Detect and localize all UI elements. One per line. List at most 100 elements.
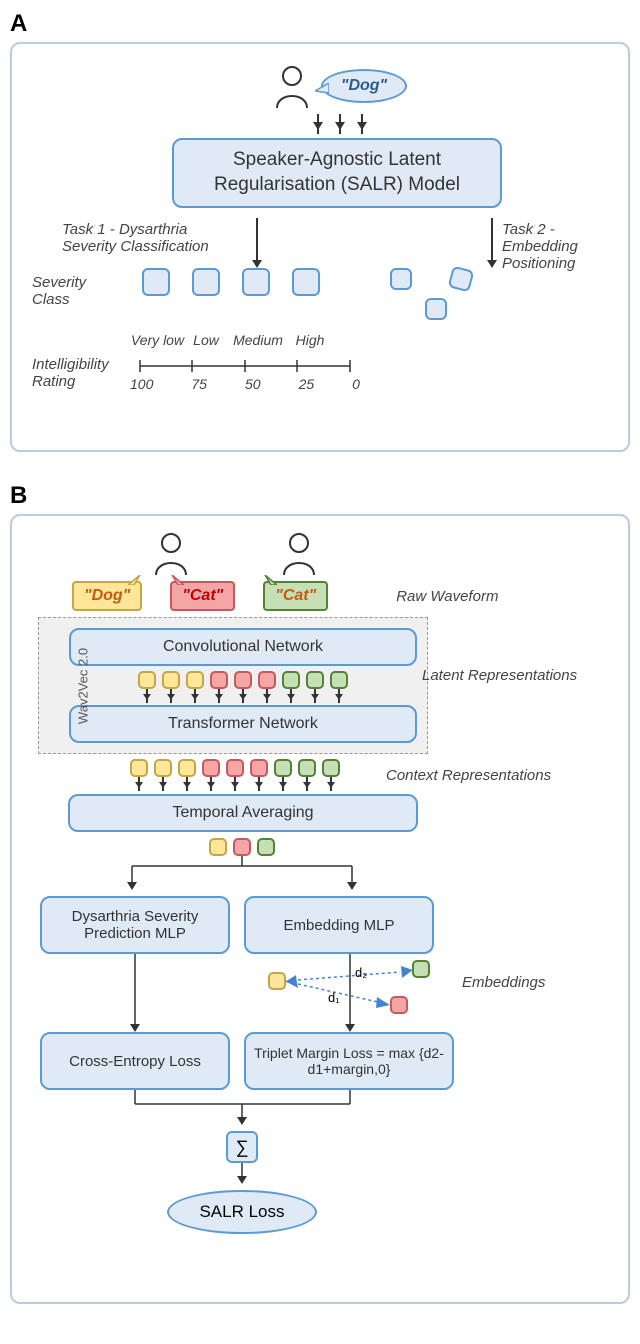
arrow-icon (138, 777, 140, 791)
panel-b: "Dog" "Cat" "Cat" Raw Waveform Wav2Vec 2… (10, 514, 630, 1304)
arrow-icon (361, 114, 363, 134)
arrow-icon (258, 777, 260, 791)
temporal-avg-label: Temporal Averaging (172, 804, 313, 822)
arrow-icon (186, 777, 188, 791)
arrow-icon (282, 777, 284, 791)
speech-yellow: "Dog" (72, 581, 142, 611)
transformer-box: Transformer Network (69, 705, 417, 743)
severity-box (242, 268, 270, 296)
arrow-icon (306, 777, 308, 791)
tick: 0 (352, 376, 360, 392)
person-icon (152, 531, 190, 575)
split-arrows (32, 856, 452, 891)
sev-level: Very low (130, 332, 185, 348)
final-arrow (32, 1163, 452, 1185)
context-box (202, 759, 220, 777)
avg-box (209, 838, 227, 856)
severity-box (292, 268, 320, 296)
arrow-icon (218, 689, 220, 703)
salr-model-box: Speaker-Agnostic Latent Regularisation (… (172, 138, 502, 208)
task2-label: Task 2 - Embedding Positioning (502, 221, 632, 272)
person-icon (273, 64, 311, 108)
salr-loss-ellipse: SALR Loss (167, 1190, 316, 1234)
ce-loss-label: Cross-Entropy Loss (69, 1053, 201, 1070)
emb-red (390, 996, 408, 1014)
severity-box (192, 268, 220, 296)
arrow-icon (146, 689, 148, 703)
triplet-loss-label: Triplet Margin Loss = max {d2-d1+margin,… (254, 1045, 444, 1077)
context-box (154, 759, 172, 777)
severity-box (142, 268, 170, 296)
d1-label: d₁ (328, 990, 340, 1005)
arrow-icon (290, 689, 292, 703)
salr-loss-label: SALR Loss (199, 1202, 284, 1222)
context-box (322, 759, 340, 777)
tick: 50 (245, 376, 261, 392)
latent-rep-label: Latent Representations (422, 667, 602, 684)
sum-label: ∑ (236, 1137, 249, 1158)
latent-box (330, 671, 348, 689)
word: "Dog" (84, 587, 130, 604)
arrow-icon (242, 689, 244, 703)
severity-mlp-box: Dysarthria Severity Prediction MLP (40, 896, 230, 954)
latent-box (138, 671, 156, 689)
sev-level: Medium (227, 332, 289, 348)
context-box (226, 759, 244, 777)
embedding-mlp-label: Embedding MLP (284, 917, 395, 934)
wav2vec-container: Wav2Vec 2.0 Convolutional Network Transf… (38, 617, 428, 754)
embedding-box (390, 268, 412, 290)
sev-level: High (289, 332, 331, 348)
embedding-box (448, 266, 475, 293)
wav2vec-label: Wav2Vec 2.0 (76, 647, 91, 723)
ce-loss-box: Cross-Entropy Loss (40, 1032, 230, 1090)
context-box (250, 759, 268, 777)
arrow-icon (234, 777, 236, 791)
context-box (130, 759, 148, 777)
arrow-icon (162, 777, 164, 791)
speech-red: "Cat" (170, 581, 235, 611)
arrow-left (40, 954, 250, 1032)
task1-label: Task 1 - Dysarthria Severity Classificat… (62, 221, 242, 255)
arrow-icon (314, 689, 316, 703)
arrow-icon (330, 777, 332, 791)
latent-box (258, 671, 276, 689)
avg-box (257, 838, 275, 856)
arrow-icon (170, 689, 172, 703)
context-box (298, 759, 316, 777)
word: "Cat" (182, 587, 223, 604)
tick: 25 (299, 376, 315, 392)
context-box (178, 759, 196, 777)
arrow-icon (194, 689, 196, 703)
temporal-avg-box: Temporal Averaging (68, 794, 418, 832)
panel-a: "Dog" Speaker-Agnostic Latent Regularisa… (10, 42, 630, 452)
latent-box (162, 671, 180, 689)
severity-mlp-label: Dysarthria Severity Prediction MLP (50, 908, 220, 942)
sum-box: ∑ (226, 1131, 258, 1163)
tick: 100 (130, 376, 153, 392)
latent-box (282, 671, 300, 689)
person-icon (280, 531, 318, 575)
triplet-loss-box: Triplet Margin Loss = max {d2-d1+margin,… (244, 1032, 454, 1090)
merge-arrows (40, 1090, 460, 1126)
arrow-icon (338, 689, 340, 703)
word: "Cat" (275, 587, 316, 604)
emb-yellow (268, 972, 286, 990)
d2-label: d₂ (355, 965, 367, 980)
latent-box (234, 671, 252, 689)
embedding-box (425, 298, 447, 320)
arrow-icon (317, 114, 319, 134)
embeddings-label: Embeddings (462, 974, 545, 991)
context-rep-label: Context Representations (386, 767, 551, 784)
salr-model-label: Speaker-Agnostic Latent Regularisation (… (182, 148, 492, 197)
tick: 75 (191, 376, 207, 392)
intelligibility-label: Intelligibility Rating (32, 356, 120, 390)
conv-net-label: Convolutional Network (163, 638, 323, 656)
panel-b-label: B (10, 482, 630, 510)
avg-box (233, 838, 251, 856)
arrow-icon (266, 689, 268, 703)
emb-green (412, 960, 430, 978)
latent-box (306, 671, 324, 689)
raw-waveform-label: Raw Waveform (396, 588, 498, 605)
latent-box (210, 671, 228, 689)
severity-class-label: Severity Class (32, 274, 122, 308)
